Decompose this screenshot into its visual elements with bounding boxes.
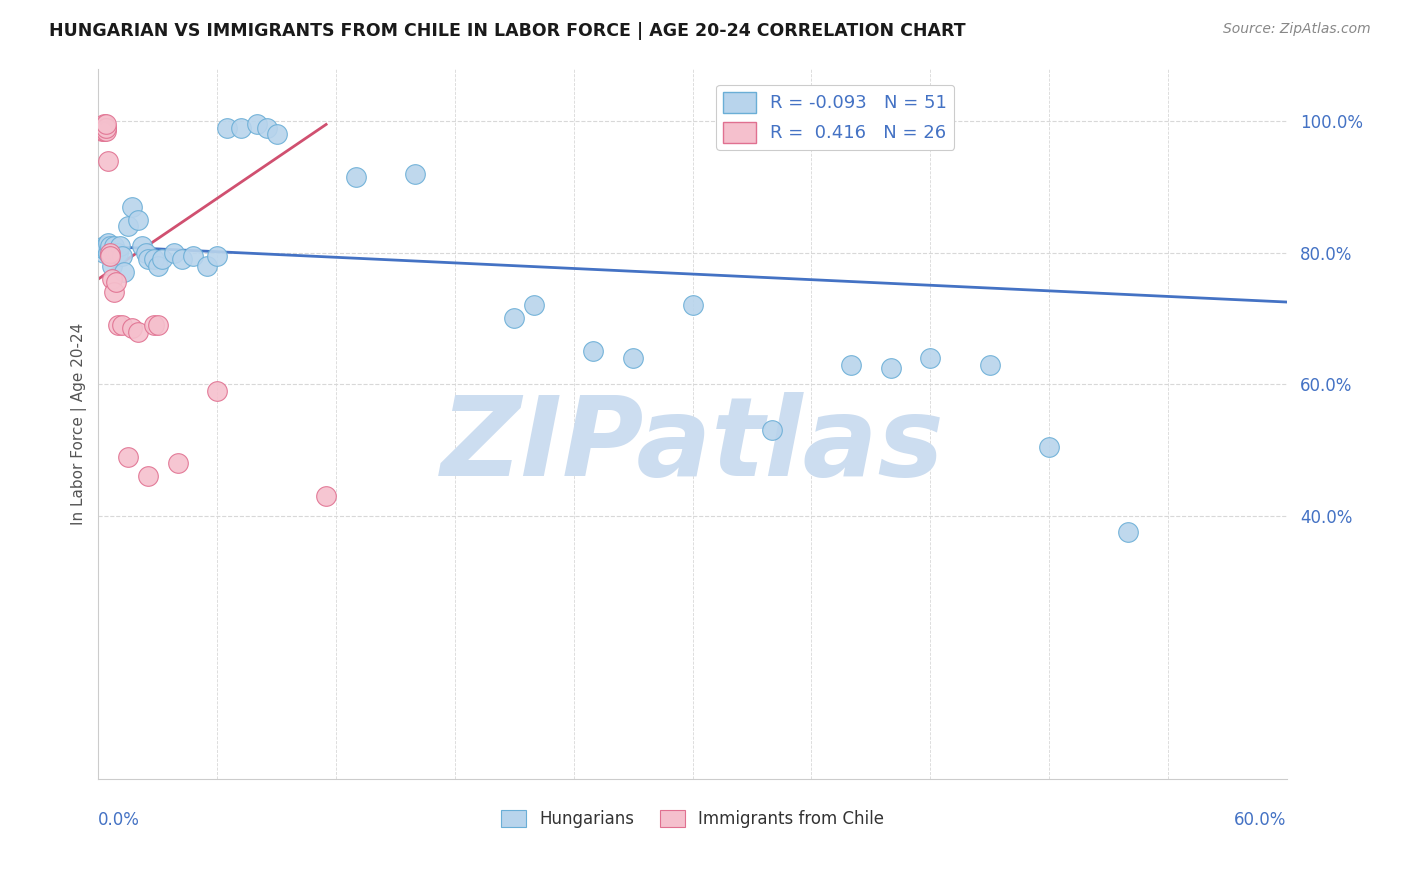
Point: [98, 245, 121, 260]
Text: Source: ZipAtlas.com: Source: ZipAtlas.com: [1223, 22, 1371, 37]
Point: [582, 344, 605, 359]
Point: [839, 358, 862, 372]
Text: 0.0%: 0.0%: [98, 811, 141, 829]
Point: [97, 153, 120, 168]
Point: [183, 249, 205, 263]
Point: [101, 272, 124, 286]
Point: [256, 120, 278, 135]
Point: [117, 450, 139, 464]
Point: [103, 245, 125, 260]
Point: [136, 469, 159, 483]
Point: [205, 384, 228, 398]
Point: [103, 285, 125, 300]
Point: [127, 212, 149, 227]
Point: [229, 120, 252, 135]
Point: [217, 120, 239, 135]
Point: [266, 128, 288, 142]
Point: [127, 325, 149, 339]
Point: [761, 423, 783, 437]
Point: [98, 239, 121, 253]
Point: [195, 259, 218, 273]
Point: [1038, 440, 1060, 454]
Point: [146, 318, 169, 332]
Point: [96, 120, 118, 135]
Point: [170, 252, 193, 267]
Point: [98, 245, 121, 260]
Point: [96, 120, 118, 135]
Point: [93, 243, 115, 257]
Point: [979, 358, 1001, 372]
Point: [503, 311, 526, 326]
Point: [105, 275, 128, 289]
Point: [1116, 525, 1139, 540]
Text: 60.0%: 60.0%: [1234, 811, 1286, 829]
Point: [112, 265, 135, 279]
Point: [246, 117, 269, 131]
Point: [135, 245, 157, 260]
Point: [97, 245, 120, 260]
Point: [879, 360, 901, 375]
Y-axis label: In Labor Force | Age 20-24: In Labor Force | Age 20-24: [72, 323, 87, 524]
Point: [91, 124, 114, 138]
Point: [146, 259, 169, 273]
Point: [91, 120, 114, 135]
Point: [166, 456, 188, 470]
Point: [105, 245, 128, 260]
Point: [101, 259, 124, 273]
Point: [205, 249, 228, 263]
Point: [108, 239, 131, 253]
Point: [96, 124, 118, 138]
Point: [121, 321, 143, 335]
Point: [121, 200, 143, 214]
Point: [97, 235, 120, 250]
Point: [96, 239, 118, 253]
Point: [107, 245, 129, 260]
Point: [344, 169, 367, 184]
Point: [621, 351, 644, 365]
Text: ZIPatlas: ZIPatlas: [440, 392, 945, 499]
Point: [131, 239, 153, 253]
Point: [315, 489, 337, 503]
Point: [98, 249, 121, 263]
Point: [920, 351, 942, 365]
Point: [682, 298, 704, 312]
Text: HUNGARIAN VS IMMIGRANTS FROM CHILE IN LABOR FORCE | AGE 20-24 CORRELATION CHART: HUNGARIAN VS IMMIGRANTS FROM CHILE IN LA…: [49, 22, 966, 40]
Point: [93, 117, 115, 131]
Point: [107, 318, 129, 332]
Point: [93, 245, 115, 260]
Point: [96, 243, 118, 257]
Point: [96, 117, 118, 131]
Point: [523, 298, 546, 312]
Point: [150, 252, 173, 267]
Point: [93, 120, 115, 135]
Point: [136, 252, 159, 267]
Point: [93, 239, 115, 253]
Point: [111, 318, 134, 332]
Point: [142, 252, 165, 267]
Point: [111, 249, 134, 263]
Point: [404, 167, 426, 181]
Point: [117, 219, 139, 234]
Point: [93, 124, 115, 138]
Point: [142, 318, 165, 332]
Point: [162, 245, 184, 260]
Point: [103, 239, 125, 253]
Legend: Hungarians, Immigrants from Chile: Hungarians, Immigrants from Chile: [495, 803, 890, 835]
